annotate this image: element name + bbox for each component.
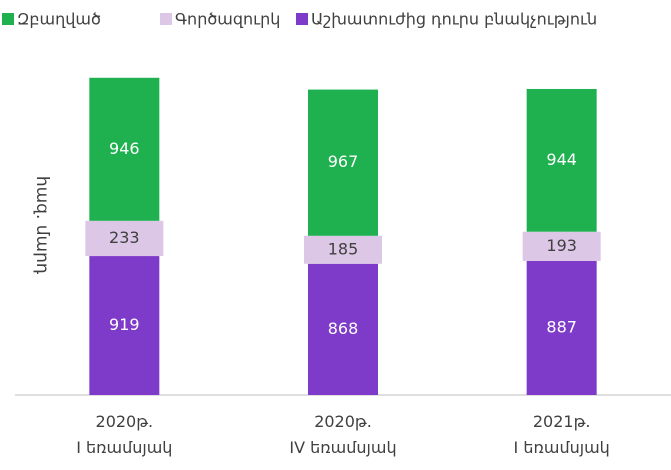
legend-swatch	[296, 13, 308, 25]
legend-swatch	[2, 13, 14, 25]
x-tick-label-line: 2020թ.	[96, 412, 154, 431]
x-tick-label-line: 2021թ.	[533, 412, 591, 431]
data-label: 967	[328, 152, 359, 171]
bar-segment	[89, 256, 160, 395]
data-label: 887	[546, 317, 577, 336]
bar-segment	[89, 77, 160, 221]
legend-label: Աշխատուժից դուրս բնակչություն	[311, 10, 597, 29]
data-label: 193	[546, 236, 577, 255]
data-label: 946	[109, 139, 140, 158]
bar-segment	[308, 89, 378, 236]
legend-label: Գործազուրկ	[175, 10, 280, 29]
data-label: 944	[546, 150, 577, 169]
bar-segment	[304, 235, 382, 264]
data-label: 919	[109, 315, 140, 334]
y-axis-label: հազ. մարդ	[32, 176, 52, 275]
legend-swatch	[160, 13, 172, 25]
bar-segment	[308, 263, 378, 395]
data-label: 233	[109, 228, 140, 247]
x-tick-label-line: IV եռամսյակ	[289, 438, 396, 457]
x-tick-label: 2020թ. I եռամսյակ	[76, 412, 172, 457]
legend-label: Զբաղված	[17, 10, 101, 29]
bar-segment	[85, 220, 164, 257]
bar-segment	[526, 260, 597, 395]
x-tick-label: 2020թ. IV եռամսյակ	[289, 412, 396, 457]
bar-segment	[526, 88, 597, 232]
x-tick-label-line: I եռամսյակ	[514, 438, 610, 457]
data-label: 185	[328, 239, 359, 258]
x-tick-label: 2021թ. I եռամսյակ	[514, 412, 610, 457]
x-tick-label-line: I եռամսյակ	[76, 438, 172, 457]
bar-segment	[522, 231, 601, 261]
data-label: 868	[328, 319, 359, 338]
x-tick-label-line: 2020թ.	[314, 412, 372, 431]
